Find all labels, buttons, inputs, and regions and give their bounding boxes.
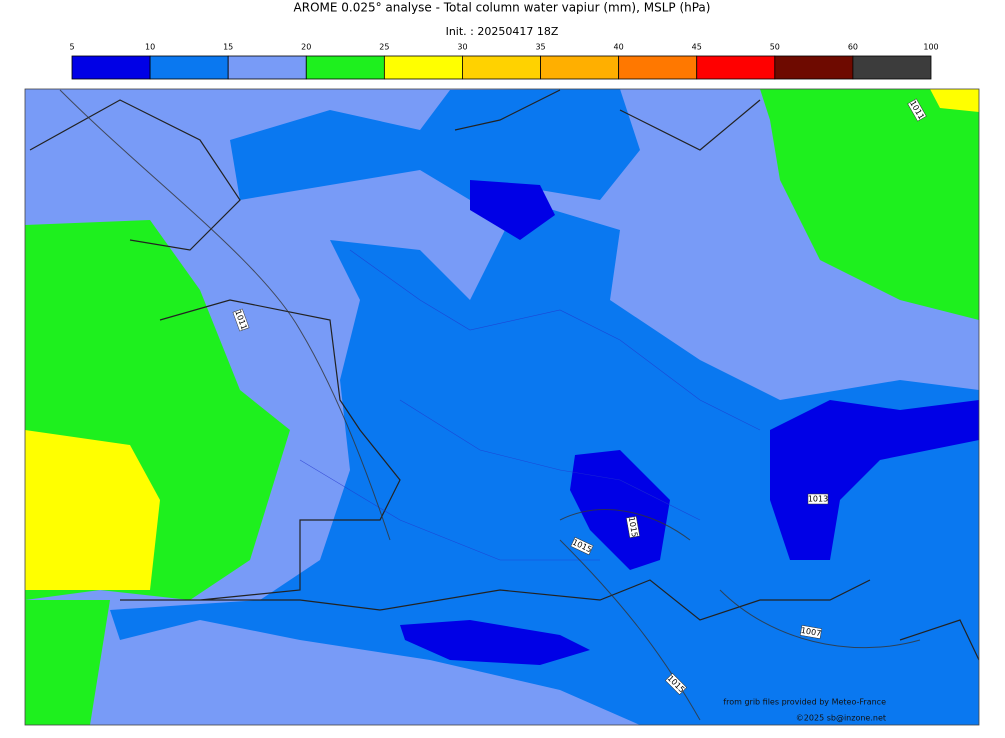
colorbar-tick-label: 100 — [923, 43, 938, 52]
color-box — [774, 55, 854, 80]
colorbar-tick-label: 35 — [535, 43, 545, 52]
color-box — [462, 55, 541, 80]
dark-zone-massif — [570, 450, 670, 570]
green-zone-southwest — [25, 600, 110, 725]
colorbar-tick-label: 20 — [301, 43, 311, 52]
colorbar-tick-label: 45 — [692, 43, 702, 52]
color-box — [540, 55, 620, 80]
dark-zone-channel — [470, 180, 555, 240]
color-box — [696, 55, 776, 80]
colorbar-tick-label: 5 — [69, 43, 74, 52]
blue-zone-north — [230, 89, 640, 200]
color-box — [383, 55, 463, 80]
colorbar-tick-label: 40 — [614, 43, 624, 52]
dark-zone-alps — [770, 400, 979, 560]
colorbar-tick-label: 15 — [223, 43, 233, 52]
contour-label: 1007 — [800, 626, 822, 638]
dark-zone-pyrenees — [400, 620, 590, 665]
map — [25, 89, 979, 725]
contour-label: 1015 — [627, 516, 639, 538]
credit: from grib files provided by Meteo-France — [723, 698, 886, 707]
init-time: Init. : 20250417 18Z — [446, 25, 559, 38]
contour-label: 1013 — [808, 495, 828, 504]
colorbar: 5 10 15 20 25 30 35 40 45 50 60 100 — [69, 43, 939, 80]
colorbar-tick-label: 50 — [770, 43, 780, 52]
contour-labels: 1011 1011 1015 1015 1013 1007 1015 — [232, 98, 927, 695]
yellow-zone-northeast — [930, 89, 979, 112]
map-frame — [24, 88, 980, 726]
river — [299, 249, 761, 561]
credit: ©2025 sb@inzone.net — [796, 714, 886, 723]
green-zone-northeast — [760, 89, 979, 320]
color-box — [227, 55, 307, 80]
color-box — [71, 55, 151, 80]
color-box — [618, 55, 698, 80]
color-box — [305, 55, 385, 80]
isobar — [59, 89, 921, 721]
coastline — [29, 89, 979, 661]
colorbar-tick-label: 30 — [457, 43, 467, 52]
color-box — [149, 55, 229, 80]
blue-zone-central — [110, 200, 979, 725]
yellow-zone-west — [25, 430, 160, 590]
color-box — [852, 55, 932, 80]
colorbar-tick-label: 10 — [145, 43, 155, 52]
colorbar-tick-label: 60 — [848, 43, 858, 52]
colorbar-tick-label: 25 — [379, 43, 389, 52]
title: AROME 0.025° analyse - Total column wate… — [294, 1, 711, 15]
